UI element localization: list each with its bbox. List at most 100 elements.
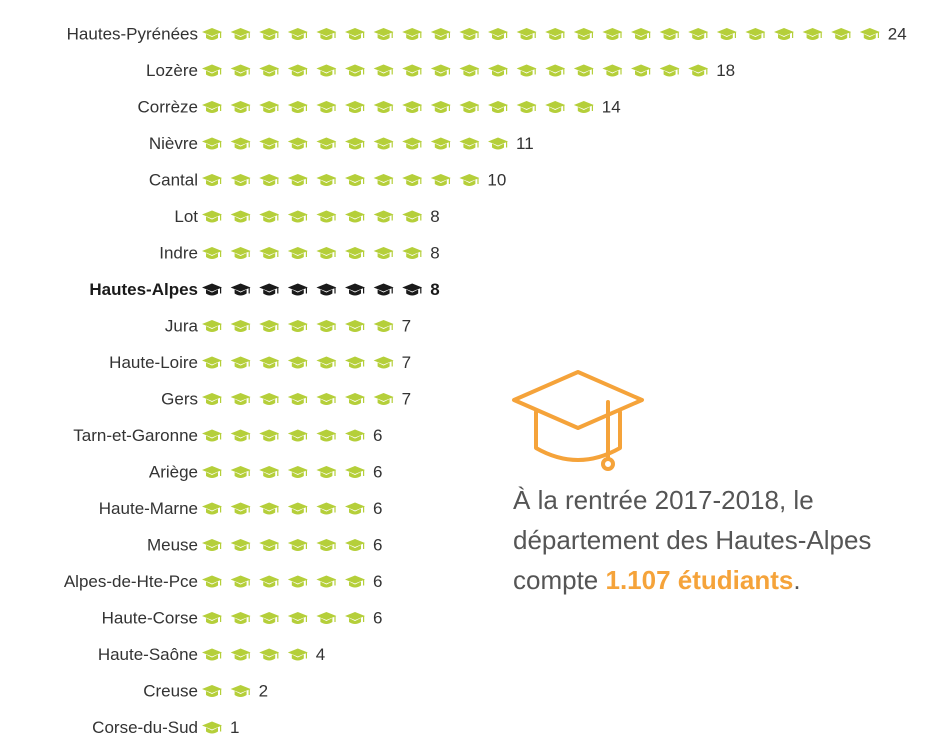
- icon: [202, 648, 222, 661]
- category-label: Haute-Marne: [99, 499, 198, 518]
- icon: [488, 101, 508, 113]
- category-label: Nièvre: [149, 134, 198, 153]
- icon: [287, 174, 308, 186]
- icon: [573, 64, 594, 77]
- icon: [287, 648, 308, 661]
- icon: [345, 502, 365, 515]
- icon: [402, 210, 423, 223]
- value-label: 4: [316, 645, 325, 664]
- icon: [602, 28, 623, 40]
- icon: [230, 612, 251, 624]
- icon: [402, 174, 423, 186]
- icon: [202, 612, 222, 624]
- icon: [202, 174, 222, 186]
- icon: [202, 320, 222, 332]
- icon-row: [202, 502, 365, 515]
- icon: [402, 283, 423, 296]
- icon: [516, 28, 537, 40]
- value-label: 6: [373, 535, 382, 554]
- icon: [202, 429, 222, 442]
- category-label: Hautes-Pyrénées: [67, 24, 198, 43]
- icon: [259, 247, 280, 259]
- icon: [230, 247, 251, 259]
- icon: [287, 612, 308, 624]
- icon: [545, 101, 566, 113]
- annotation-highlight: 1.107 étudiants: [605, 565, 794, 595]
- icon: [202, 356, 222, 369]
- icon: [230, 356, 251, 369]
- icon: [602, 64, 623, 77]
- icon: [402, 137, 423, 150]
- category-label: Ariège: [149, 462, 198, 481]
- icon: [287, 137, 308, 150]
- icon: [202, 283, 222, 296]
- icon: [202, 28, 222, 40]
- value-label: 10: [487, 170, 506, 189]
- value-label: 8: [430, 207, 439, 226]
- icon: [316, 210, 337, 223]
- icon: [345, 210, 365, 223]
- icon-row: [202, 64, 709, 77]
- icon: [373, 174, 394, 186]
- icon: [688, 28, 709, 40]
- icon: [373, 137, 394, 150]
- value-label: 7: [402, 389, 411, 408]
- icon: [345, 137, 365, 150]
- icon: [202, 137, 222, 150]
- icon: [402, 101, 423, 113]
- icon-row: [202, 429, 365, 442]
- category-label: Gers: [161, 389, 198, 408]
- icon: [345, 320, 365, 332]
- icon: [202, 64, 222, 77]
- value-label: 6: [373, 608, 382, 627]
- icon: [316, 539, 337, 551]
- icon: [345, 101, 365, 113]
- icon: [259, 174, 280, 186]
- icon: [373, 64, 394, 77]
- icon: [259, 64, 280, 77]
- icon: [259, 612, 280, 624]
- icon: [573, 28, 594, 40]
- value-label: 6: [373, 462, 382, 481]
- icon-row: [202, 283, 423, 296]
- icon: [345, 356, 365, 369]
- icon-row: [202, 320, 394, 332]
- icon: [202, 721, 222, 734]
- icon: [316, 356, 337, 369]
- icon: [230, 539, 251, 551]
- icon: [259, 101, 280, 113]
- icon-row: [202, 137, 508, 150]
- icon: [373, 393, 394, 405]
- icon: [259, 648, 280, 661]
- icon: [345, 174, 365, 186]
- icon: [488, 28, 508, 40]
- icon: [316, 612, 337, 624]
- icon: [230, 64, 251, 77]
- icon: [345, 612, 365, 624]
- annotation-end: .: [793, 565, 801, 595]
- category-label: Haute-Saône: [98, 645, 198, 664]
- icon: [430, 28, 451, 40]
- icon: [345, 247, 365, 259]
- icon: [230, 393, 251, 405]
- icon: [316, 502, 337, 515]
- category-label: Lozère: [146, 61, 198, 80]
- icon: [202, 101, 222, 113]
- category-label: Indre: [159, 243, 198, 262]
- icon: [373, 28, 394, 40]
- icon-row: [202, 247, 423, 259]
- icon-row: [202, 356, 394, 369]
- icon: [745, 28, 766, 40]
- icon: [316, 320, 337, 332]
- icon: [373, 356, 394, 369]
- icon: [459, 174, 480, 186]
- icon: [230, 283, 251, 296]
- value-label: 6: [373, 426, 382, 445]
- value-label: 24: [888, 24, 907, 43]
- icon: [402, 247, 423, 259]
- icon: [459, 101, 480, 113]
- icon: [230, 320, 251, 332]
- icon: [516, 101, 537, 113]
- icon: [659, 64, 680, 77]
- icon: [488, 137, 508, 150]
